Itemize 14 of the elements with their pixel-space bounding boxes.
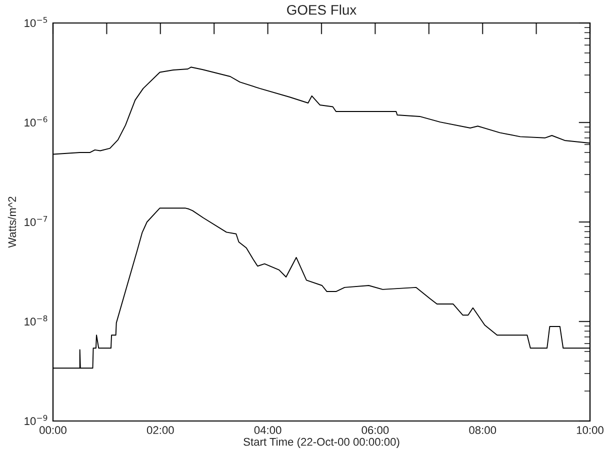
y-tick-label: 10$^{−7}$ [24, 216, 48, 226]
y-tick-label: 10$^{−9}$ [24, 414, 48, 426]
x-tick-label: 10:00 [576, 426, 604, 434]
y-tick-label: 10$^{−8}$ [24, 315, 48, 326]
x-tick-label: 00:00 [40, 426, 66, 434]
y-tick-label: 10$^{−5}$ [24, 17, 48, 28]
x-tick-label: 04:00 [254, 426, 282, 434]
y-axis-title: Watts/m^2 [8, 196, 16, 248]
x-tick-label: 02:00 [146, 426, 174, 434]
chart-title: GOES Flux [287, 4, 356, 15]
x-tick-label: 08:00 [469, 426, 496, 434]
y-tick-label: 10$^{−6}$ [24, 116, 48, 127]
x-axis-title: Start Time (22-Oct-00 00:00:00) [244, 438, 400, 448]
x-tick-label: 06:00 [362, 426, 389, 434]
